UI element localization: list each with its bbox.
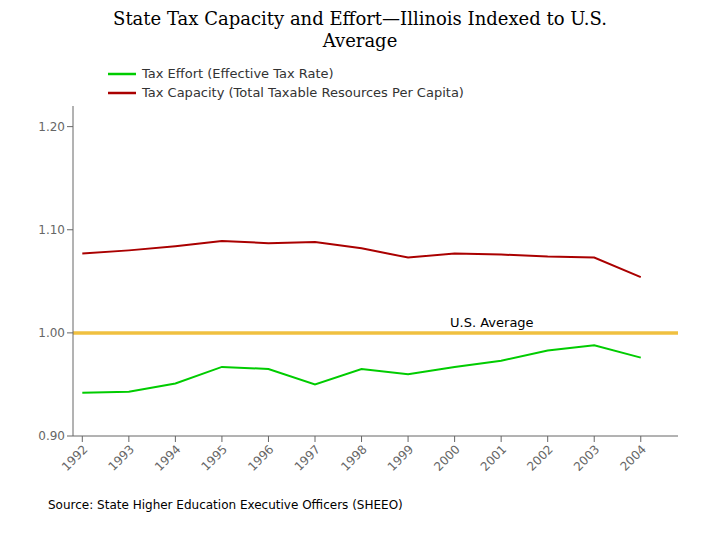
svg-text:2000: 2000 [431, 442, 462, 473]
svg-text:U.S. Average: U.S. Average [450, 315, 534, 330]
svg-text:2002: 2002 [524, 442, 555, 473]
svg-text:0.90: 0.90 [38, 429, 65, 443]
svg-text:1997: 1997 [292, 442, 323, 473]
svg-text:2004: 2004 [617, 442, 648, 473]
svg-text:1992: 1992 [59, 442, 90, 473]
svg-text:2001: 2001 [478, 442, 509, 473]
html-text:Tax Effort (Effective Tax Rate: Tax Effort (Effective Tax Rate) [142, 66, 334, 81]
svg-text:1993: 1993 [105, 442, 136, 473]
svg-text:1999: 1999 [385, 442, 416, 473]
html-text:Source: State Higher Education: Source: State Higher Education Executive… [48, 498, 403, 512]
html-text:State Tax Capacity and Effort—: State Tax Capacity and Effort—Illinois I… [113, 8, 607, 29]
svg-text:1994: 1994 [152, 442, 183, 473]
svg-text:2003: 2003 [571, 442, 602, 473]
svg-text:1.20: 1.20 [38, 120, 65, 134]
svg-text:1.00: 1.00 [38, 326, 65, 340]
html-text:Tax Capacity (Total Taxable Re: Tax Capacity (Total Taxable Resources Pe… [142, 85, 464, 100]
svg-text:1995: 1995 [199, 442, 230, 473]
html-text:Average: Average [322, 30, 398, 51]
svg-text:1.10: 1.10 [38, 223, 65, 237]
svg-text:1998: 1998 [338, 442, 369, 473]
svg-text:1996: 1996 [245, 442, 276, 473]
